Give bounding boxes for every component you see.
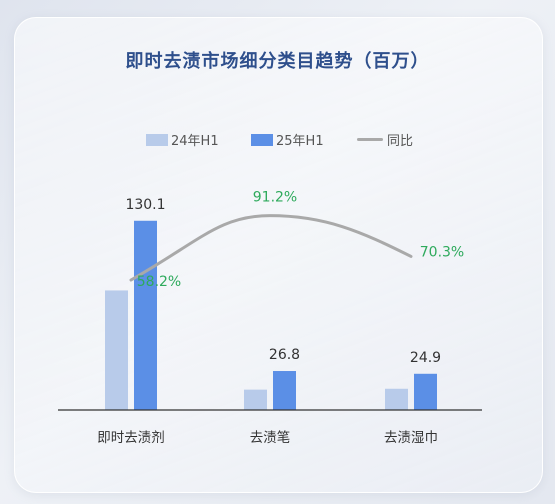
legend-item-yoy: 同比 — [357, 130, 413, 149]
bar-value-label-2: 24.9 — [410, 350, 441, 366]
category-label-2: 去渍湿巾 — [384, 430, 438, 446]
chart-card — [14, 17, 543, 493]
category-label-0: 即时去渍剂 — [97, 430, 165, 446]
legend: 24年H1 25年H1 同比 — [0, 130, 555, 149]
bar-24h1-1 — [244, 389, 267, 410]
legend-label-yoy: 同比 — [387, 134, 414, 149]
legend-line-yoy — [357, 138, 383, 141]
bar-25h1-1 — [273, 371, 296, 410]
bar-25h1-2 — [414, 373, 437, 410]
yoy-label-1: 91.2% — [253, 190, 297, 206]
category-label-1: 去渍笔 — [250, 430, 291, 446]
bar-24h1-0 — [105, 290, 128, 410]
legend-item-25h1: 25年H1 — [251, 130, 324, 149]
bar-25h1-0 — [134, 220, 157, 410]
bar-24h1-2 — [385, 388, 408, 410]
legend-label-24h1: 24年H1 — [171, 134, 219, 149]
legend-label-25h1: 25年H1 — [276, 134, 324, 149]
chart-title: 即时去渍市场细分类目趋势（百万） — [125, 51, 430, 72]
bar-value-label-0: 130.1 — [125, 197, 165, 213]
legend-swatch-25h1 — [251, 133, 273, 146]
yoy-label-0: 58.2% — [137, 274, 181, 290]
yoy-line — [129, 214, 413, 282]
yoy-label-2: 70.3% — [420, 244, 464, 260]
legend-item-24h1: 24年H1 — [146, 130, 219, 149]
legend-swatch-24h1 — [146, 133, 168, 146]
bar-value-label-1: 26.8 — [269, 347, 300, 363]
